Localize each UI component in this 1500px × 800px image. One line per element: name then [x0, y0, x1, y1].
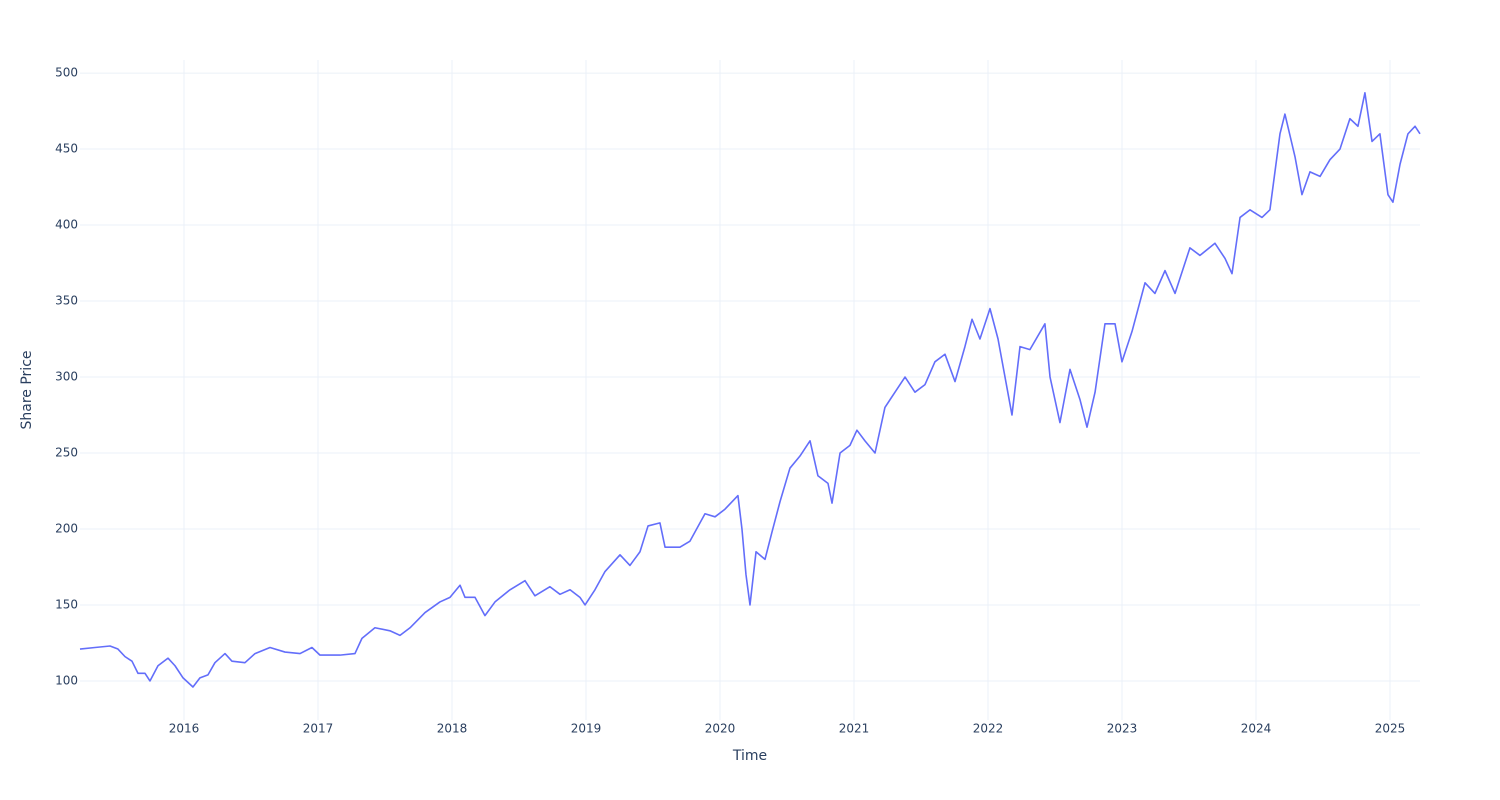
- x-tick-label: 2022: [973, 722, 1004, 736]
- x-tick-label: 2025: [1375, 722, 1406, 736]
- y-tick-label: 200: [55, 521, 78, 535]
- x-axis-title: Time: [732, 748, 767, 764]
- y-tick-label: 400: [55, 218, 78, 232]
- x-tick-label: 2021: [839, 722, 870, 736]
- x-tick-label: 2016: [169, 722, 200, 736]
- y-tick-label: 500: [55, 66, 78, 80]
- y-tick-label: 150: [55, 597, 78, 611]
- x-tick-label: 2018: [437, 722, 468, 736]
- y-axis-title: Share Price: [19, 350, 35, 429]
- y-tick-label: 250: [55, 445, 78, 459]
- x-tick-label: 2019: [571, 722, 602, 736]
- x-tick-label: 2024: [1241, 722, 1272, 736]
- y-tick-label: 300: [55, 370, 78, 384]
- x-tick-label: 2017: [303, 722, 334, 736]
- x-tick-label: 2020: [705, 722, 736, 736]
- y-tick-label: 350: [55, 294, 78, 308]
- y-tick-label: 450: [55, 142, 78, 156]
- x-tick-label: 2023: [1107, 722, 1138, 736]
- price-line: [79, 92, 1421, 688]
- y-tick-label: 100: [55, 673, 78, 687]
